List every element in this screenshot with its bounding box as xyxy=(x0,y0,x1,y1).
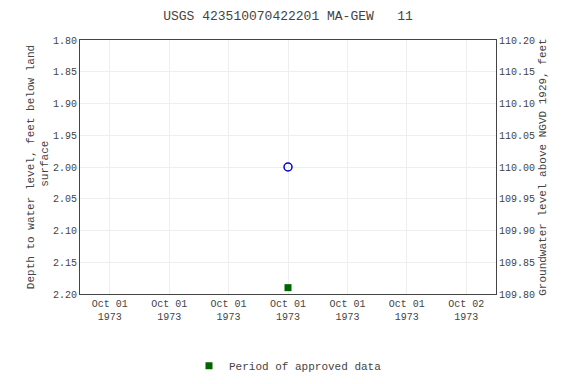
svg-text:Oct 021973: Oct 021973 xyxy=(448,299,484,323)
svg-text:Oct 011973: Oct 011973 xyxy=(211,299,247,323)
svg-text:2.20: 2.20 xyxy=(53,290,77,301)
svg-text:Oct 011973: Oct 011973 xyxy=(389,299,425,323)
svg-text:109.95: 109.95 xyxy=(499,194,535,205)
svg-text:109.85: 109.85 xyxy=(499,258,535,269)
svg-text:109.80: 109.80 xyxy=(499,290,535,301)
svg-text:1.85: 1.85 xyxy=(53,67,77,78)
svg-text:Oct 011973: Oct 011973 xyxy=(270,299,306,323)
svg-text:USGS 423510070422201 MA-GEW: USGS 423510070422201 MA-GEW 11 xyxy=(163,9,413,24)
svg-text:Period of approved data: Period of approved data xyxy=(229,361,381,373)
svg-text:1.95: 1.95 xyxy=(53,131,77,142)
svg-text:110.15: 110.15 xyxy=(499,67,535,78)
svg-text:1.90: 1.90 xyxy=(53,99,77,110)
svg-text:Groundwater level above NGVD 1: Groundwater level above NGVD 1929, feet xyxy=(537,38,549,295)
svg-text:110.00: 110.00 xyxy=(499,163,535,174)
svg-text:2.10: 2.10 xyxy=(53,226,77,237)
svg-text:110.05: 110.05 xyxy=(499,131,535,142)
svg-text:Depth to water level, feet bel: Depth to water level, feet below land su… xyxy=(25,45,51,289)
svg-text:110.20: 110.20 xyxy=(499,36,535,47)
svg-text:109.90: 109.90 xyxy=(499,226,535,237)
svg-text:110.10: 110.10 xyxy=(499,99,535,110)
svg-text:Oct 011973: Oct 011973 xyxy=(92,299,128,323)
svg-text:Oct 011973: Oct 011973 xyxy=(151,299,187,323)
svg-text:2.15: 2.15 xyxy=(53,258,77,269)
svg-text:1.80: 1.80 xyxy=(53,36,77,47)
svg-text:2.00: 2.00 xyxy=(53,163,77,174)
svg-text:Oct 011973: Oct 011973 xyxy=(329,299,365,323)
svg-text:2.05: 2.05 xyxy=(53,194,77,205)
